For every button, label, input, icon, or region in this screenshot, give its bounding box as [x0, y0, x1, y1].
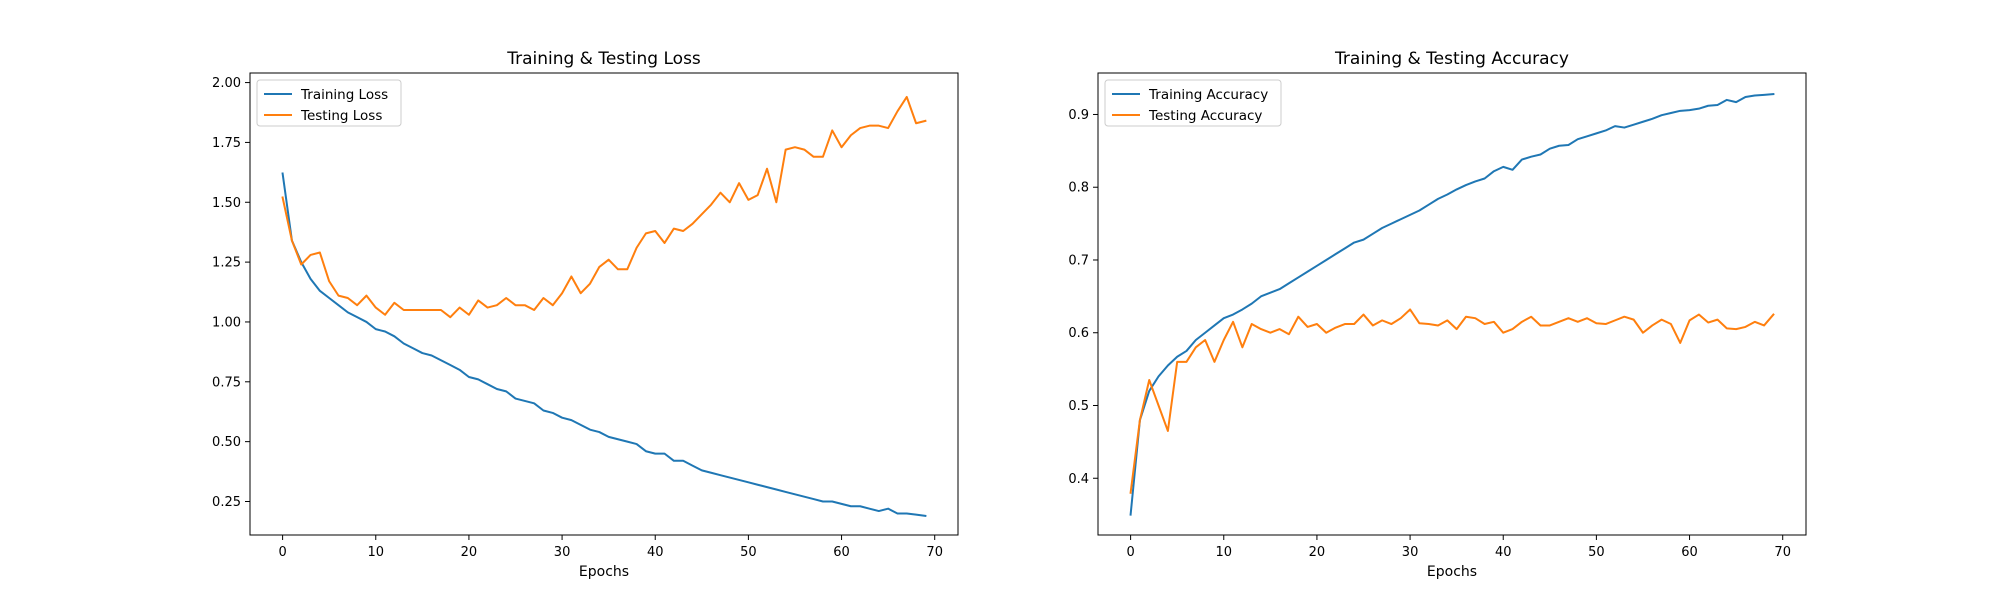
loss-x-tick-label: 70 — [926, 545, 943, 560]
accuracy-series-testing-accuracy — [1129, 308, 1775, 494]
accuracy-y-tick-label: 0.4 — [1068, 472, 1089, 487]
accuracy-y-tick-label: 0.6 — [1068, 326, 1089, 341]
loss-legend-box — [256, 79, 402, 127]
loss-y-tick-label: 1.00 — [212, 315, 241, 330]
loss-legend: Training Loss Testing Loss — [256, 79, 402, 127]
loss-axes-frame — [249, 72, 959, 536]
loss-y-tick-label: 1.75 — [212, 136, 241, 151]
accuracy-x-axis-label: Epochs — [1427, 564, 1477, 580]
loss-x-tick-label: 30 — [554, 545, 571, 560]
accuracy-x-tick-label: 10 — [1215, 545, 1232, 560]
accuracy-legend-label-testing-accuracy: Testing Accuracy — [1148, 108, 1262, 124]
accuracy-y-tick-label: 0.8 — [1068, 181, 1089, 196]
loss-y-tick-label: 2.00 — [212, 76, 241, 91]
loss-y-tick-label: 0.75 — [212, 375, 241, 390]
accuracy-series-training-accuracy — [1129, 93, 1775, 516]
accuracy-x-tick-label: 30 — [1402, 545, 1419, 560]
loss-x-tick-label: 10 — [367, 545, 384, 560]
accuracy-x-tick-label: 60 — [1681, 545, 1698, 560]
loss-chart: 0 10 20 30 40 50 60 70 0.25 0.50 0.75 1.00 1.25 1.50 1… — [212, 49, 959, 580]
accuracy-y-tick-label: 0.5 — [1068, 399, 1089, 414]
loss-x-tick-label: 20 — [461, 545, 478, 560]
accuracy-chart: 0 10 20 30 40 50 60 70 0.4 0.5 0.6 0.7 0.8 0.9 Trainin… — [1068, 49, 1807, 580]
loss-x-axis-label: Epochs — [579, 564, 629, 580]
accuracy-axes-frame — [1097, 72, 1807, 536]
accuracy-chart-title: Training & Testing Accuracy — [1334, 49, 1569, 69]
loss-chart-title: Training & Testing Loss — [506, 49, 701, 69]
accuracy-x-tick-label: 20 — [1309, 545, 1326, 560]
loss-y-tick-label: 1.50 — [212, 196, 241, 211]
loss-legend-label-training-loss: Training Loss — [300, 87, 388, 103]
accuracy-x-tick-label: 40 — [1495, 545, 1512, 560]
accuracy-x-tick-label: 70 — [1774, 545, 1791, 560]
loss-legend-label-testing-loss: Testing Loss — [300, 108, 382, 124]
accuracy-x-tick-label: 50 — [1588, 545, 1605, 560]
loss-series-training-loss — [281, 172, 927, 517]
accuracy-y-tick-label: 0.9 — [1068, 108, 1089, 123]
accuracy-legend-box — [1104, 79, 1282, 127]
loss-x-tick-label: 40 — [647, 545, 664, 560]
loss-y-tick-label: 1.25 — [212, 256, 241, 271]
accuracy-legend-label-training-accuracy: Training Accuracy — [1148, 87, 1268, 103]
loss-y-tick-label: 0.50 — [212, 435, 241, 450]
accuracy-legend: Training Accuracy Testing Accuracy — [1104, 79, 1282, 127]
accuracy-x-tick-label: 0 — [1126, 545, 1134, 560]
loss-x-tick-label: 60 — [833, 545, 850, 560]
loss-series-testing-loss — [281, 95, 927, 319]
loss-x-tick-label: 0 — [278, 545, 286, 560]
loss-y-tick-label: 0.25 — [212, 495, 241, 510]
loss-x-tick-label: 50 — [740, 545, 757, 560]
accuracy-y-tick-label: 0.7 — [1068, 253, 1089, 268]
